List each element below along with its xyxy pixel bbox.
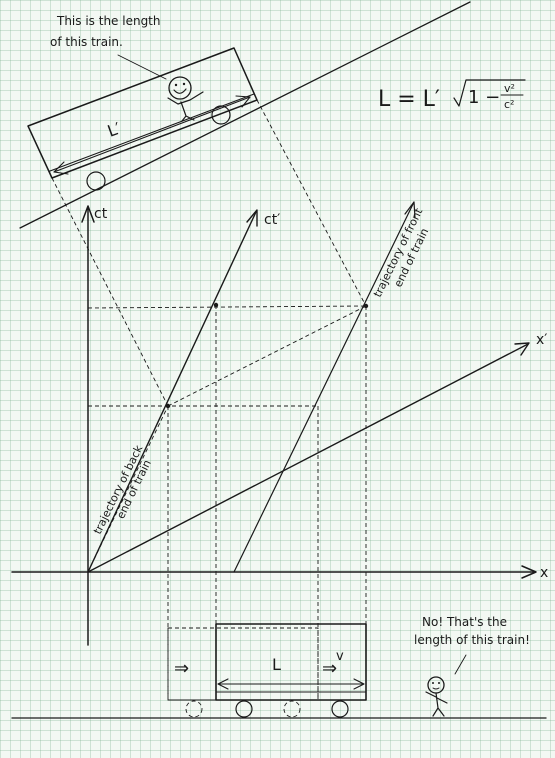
front-trajectory-arrowhead (404, 201, 416, 219)
smiling-rider-icon (167, 76, 204, 122)
moving-train-wheel (86, 171, 106, 191)
train-velocity-arrow-icon: ⇒ (322, 658, 337, 679)
contracted-length-arrowhead-left (217, 678, 229, 690)
x-prime-axis-label: x′ (536, 332, 547, 348)
formula-denominator: c² (504, 98, 514, 111)
dashed-train-outline (167, 627, 319, 701)
contracted-train-wheel (331, 700, 349, 718)
x-axis-label: x (540, 565, 548, 581)
contracted-train-body (215, 623, 367, 701)
front-trajectory-line (233, 201, 415, 573)
formula-lhs: L = L′ (378, 87, 440, 112)
event-point (363, 303, 369, 309)
ground-annotation-line-2: length of this train! (414, 633, 530, 647)
proper-length-arrow (53, 96, 251, 173)
event-point (213, 302, 219, 308)
moving-annotation-pointer (117, 54, 167, 80)
projection-line (51, 177, 169, 407)
moving-train-wheel (211, 105, 231, 125)
contracted-length-arrowhead-right (353, 678, 365, 690)
moving-train-floor (49, 93, 255, 172)
projection-line (167, 305, 367, 407)
ghost-train-wheel (185, 700, 203, 718)
ct-prime-axis-arrowhead (246, 209, 258, 227)
ground-annotation-pointer (454, 654, 467, 675)
ghost-train-wheel (283, 700, 301, 718)
x-prime-axis (87, 343, 529, 573)
contracted-train-wheel (235, 700, 253, 718)
projection-line (87, 305, 367, 309)
projection-line (256, 99, 367, 307)
ct-prime-axis-label: ct′ (264, 212, 280, 228)
proper-length-label: L′ (105, 118, 124, 140)
proper-length-arrowhead-left (53, 161, 69, 175)
ground-observer-icon (425, 676, 448, 717)
formula-numerator: v² (504, 82, 515, 95)
formula-one-minus: 1 − (468, 87, 500, 108)
contraction-formula: L = L′ 1 − v² c² (378, 79, 526, 112)
x-axis-arrowhead (521, 565, 537, 579)
moving-annotation-line-1: This is the length (56, 14, 161, 28)
proper-length-arrowhead-right (235, 95, 251, 108)
back-trajectory-label: trajectory of back end of train (91, 443, 154, 537)
ct-axis-label: ct (94, 206, 108, 222)
ct-prime-axis (87, 211, 257, 573)
contracted-length-label: L (272, 655, 281, 674)
velocity-label: v (336, 649, 344, 664)
ghost-velocity-arrow-icon: ⇒ (174, 658, 189, 679)
ground-annotation-line-1: No! That's the (422, 615, 507, 629)
ct-axis-arrowhead (81, 205, 95, 223)
x-prime-axis-arrowhead (514, 342, 530, 356)
event-point (165, 403, 171, 409)
moving-annotation-line-2: of this train. (50, 35, 123, 49)
